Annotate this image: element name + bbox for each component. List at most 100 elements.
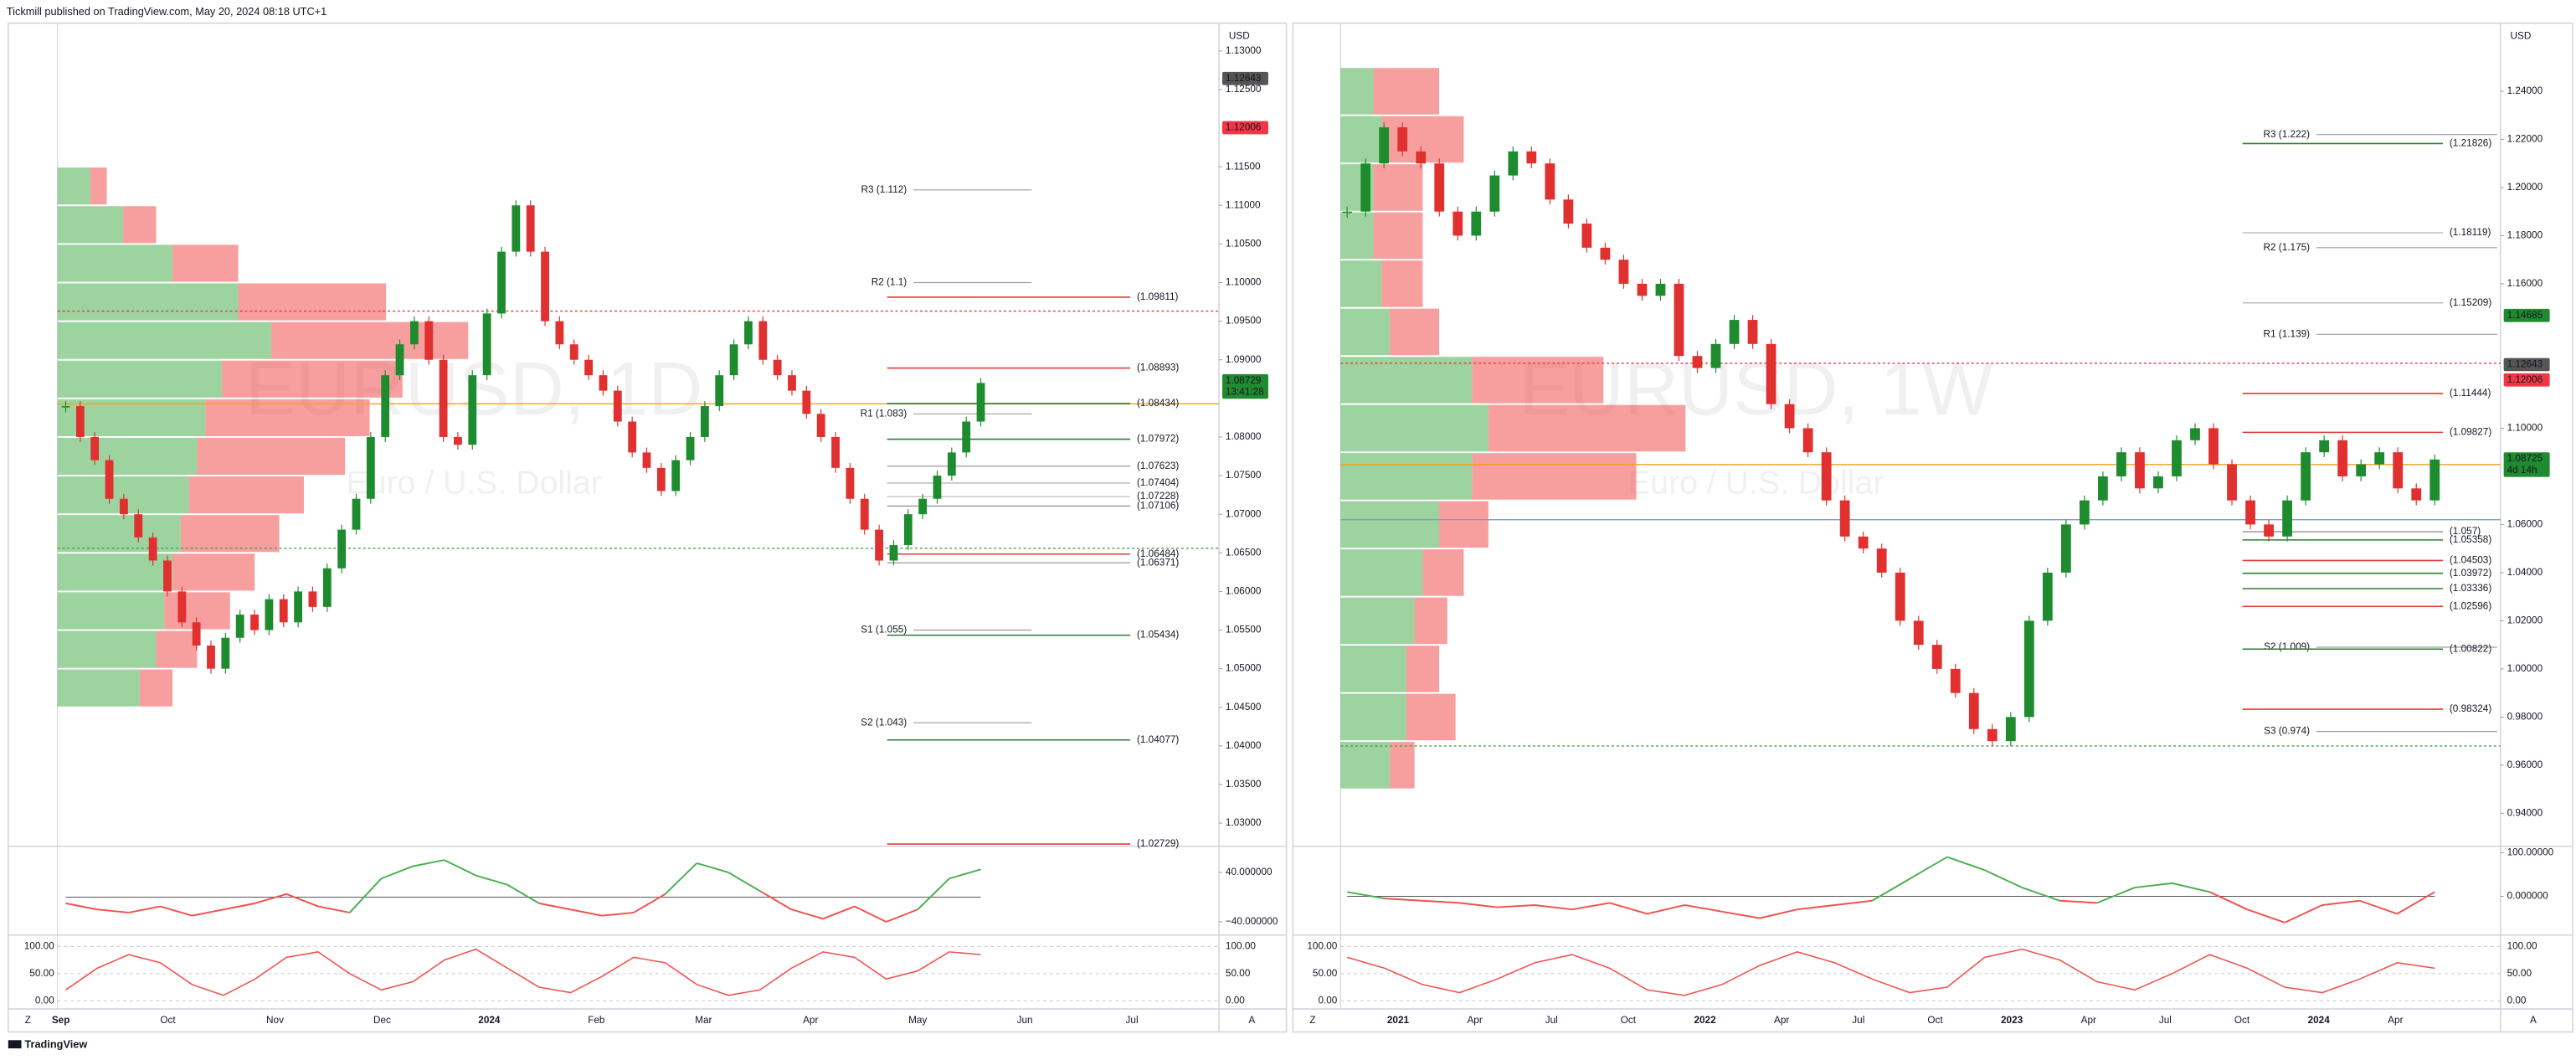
- candle-body: [656, 467, 666, 491]
- footer-brand: TradingView: [24, 1038, 87, 1051]
- candle-body: [1489, 175, 1500, 212]
- time-axis-label: Apr: [1467, 1015, 1482, 1026]
- candle-body: [700, 406, 709, 437]
- time-axis-label: Dec: [373, 1015, 391, 1026]
- level-label: (1.02729): [1137, 838, 1179, 849]
- panel-frame: [1292, 22, 2573, 1033]
- y-tick-label: 1.12500: [1226, 84, 1262, 95]
- candle-body: [2282, 500, 2292, 537]
- candle-body: [207, 645, 215, 669]
- osc-line: [476, 874, 508, 886]
- price-tag: [1222, 121, 1268, 135]
- y-tick-label: 1.06000: [1226, 586, 1262, 597]
- candle-body: [2374, 452, 2385, 465]
- scale-button: A: [2530, 1015, 2537, 1026]
- candle-body: [1526, 151, 1537, 164]
- candle-body: [962, 421, 971, 453]
- level-label: (1.15209): [2450, 297, 2491, 308]
- candle-body: [729, 344, 738, 376]
- osc-tick-label: 0.000000: [2507, 891, 2549, 902]
- profile-sell: [1422, 549, 1464, 596]
- stoch-tick-label-left: 0.00: [1318, 995, 1337, 1006]
- profile-sell: [1373, 68, 1440, 115]
- stoch-line: [65, 948, 981, 996]
- level-label: (1.05358): [2450, 534, 2491, 545]
- candle-body: [555, 321, 564, 345]
- osc-line: [128, 905, 161, 913]
- level-label: (1.11444): [2450, 388, 2491, 399]
- candle-body: [599, 375, 608, 391]
- price-tag: [2503, 452, 2550, 477]
- profile-buy: [57, 283, 239, 321]
- profile-buy: [57, 515, 181, 553]
- stoch-tick-label-left: 50.00: [29, 968, 54, 979]
- candle-body: [1508, 151, 1519, 176]
- osc-line: [2396, 891, 2435, 915]
- candle-body: [90, 436, 100, 461]
- osc-line: [728, 872, 761, 892]
- osc-line: [1384, 898, 1422, 902]
- candle-body: [1453, 211, 1463, 236]
- candle-body: [1637, 283, 1648, 296]
- candle-body: [381, 375, 390, 437]
- osc-line: [2246, 908, 2285, 924]
- profile-sell: [188, 476, 305, 514]
- osc-line: [348, 877, 383, 913]
- time-axis-label: Sep: [52, 1015, 70, 1026]
- y-tick-label: 0.94000: [2507, 807, 2543, 818]
- level-label: (1.08434): [1137, 398, 1179, 409]
- watermark-name: Euro / U.S. Dollar: [347, 464, 602, 501]
- candle-body: [2264, 524, 2274, 537]
- candle-body: [903, 514, 913, 546]
- stoch-tick-label-left: 0.00: [35, 995, 54, 1006]
- candle-body: [265, 599, 274, 630]
- candle-body: [2411, 488, 2422, 501]
- y-tick-label: 1.05000: [1226, 663, 1262, 674]
- osc-line: [664, 862, 698, 895]
- osc-line: [633, 893, 666, 913]
- y-tick-label: 1.06500: [1226, 547, 1262, 558]
- time-axis-label: Apr: [2081, 1015, 2096, 1026]
- osc-line: [65, 902, 98, 911]
- pivot-label: R3 (1.222): [2264, 129, 2311, 140]
- candle-body: [1360, 163, 1371, 212]
- candle-body: [221, 637, 230, 669]
- pivot-label: S2 (1.009): [2264, 641, 2310, 652]
- time-axis-label: Oct: [1927, 1015, 1943, 1026]
- candle-body: [177, 591, 187, 623]
- candle-body: [1471, 211, 1482, 236]
- candle-body: [409, 321, 419, 345]
- candle-body: [2356, 464, 2367, 476]
- osc-line: [759, 890, 792, 911]
- candle-body: [1950, 668, 1961, 693]
- profile-buy: [57, 669, 140, 707]
- candle-body: [2227, 464, 2237, 501]
- candle-body: [2245, 500, 2255, 525]
- y-tick-label: 1.24000: [2507, 85, 2543, 96]
- candle-body: [613, 390, 622, 422]
- y-tick-label: 1.10000: [1226, 277, 1262, 288]
- y-tick-label: 1.09000: [1226, 354, 1262, 365]
- candle-body: [2060, 524, 2071, 573]
- stoch-tick-label-left: 50.00: [1313, 968, 1338, 979]
- candle-body: [497, 251, 506, 314]
- osc-tick-label: −40.000000: [1226, 916, 1278, 927]
- candle-body: [308, 591, 317, 607]
- publish-header: Tickmill published on TradingView.com, M…: [7, 5, 326, 18]
- profile-buy: [1340, 501, 1440, 548]
- profile-buy: [57, 206, 124, 244]
- osc-line: [1609, 902, 1648, 915]
- candle-body: [788, 375, 796, 391]
- price-tag-label: 1.12006: [1226, 122, 1262, 133]
- profile-sell: [1390, 742, 1415, 789]
- osc-tick-label: 40.000000: [1226, 867, 1273, 877]
- candle-body: [148, 537, 157, 561]
- candle-body: [322, 568, 332, 607]
- candle-body: [424, 321, 434, 360]
- osc-line: [255, 893, 287, 904]
- y-tick-label: 1.16000: [2507, 278, 2543, 289]
- candle-body: [454, 436, 462, 445]
- profile-buy: [57, 322, 271, 359]
- candle-body: [1581, 224, 1592, 248]
- osc-line: [2134, 882, 2172, 889]
